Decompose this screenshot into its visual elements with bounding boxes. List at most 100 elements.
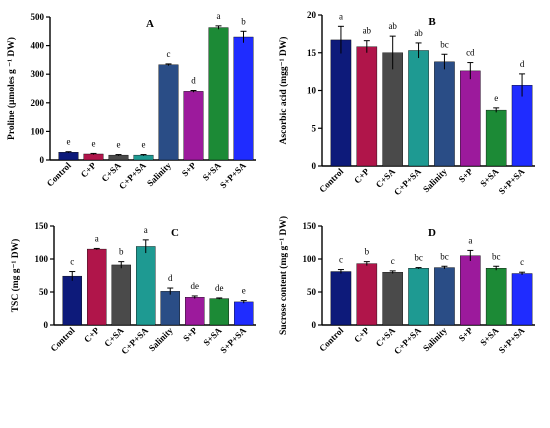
x-tick-label: Control — [48, 325, 77, 354]
bar-salinity — [434, 267, 455, 326]
y-tick-label: 50 — [39, 287, 49, 297]
panel-label: C — [171, 227, 179, 239]
panel-d: 0 50 100 150 Sucrose content (mg g⁻¹ DW) Dc Co… — [278, 216, 535, 356]
x-tick-label: C+SA — [374, 325, 398, 349]
bar-c-p — [356, 46, 378, 167]
bar-s-sa — [208, 27, 229, 161]
significance-letter: e — [142, 140, 146, 150]
bar-s-p — [183, 91, 204, 161]
bar-s-p — [184, 297, 205, 326]
bar-s-sa — [485, 109, 507, 167]
bar-s-p — [460, 70, 481, 167]
x-tick-label: S+P+SA — [218, 325, 248, 355]
bar-s-p-sa — [233, 36, 254, 161]
significance-letter: bc — [492, 251, 501, 261]
x-tick-label: S+P+SA — [218, 160, 248, 190]
x-tick-label: C+P+SA — [117, 160, 148, 191]
bar-control — [330, 271, 352, 326]
bar-control — [62, 275, 83, 326]
y-tick-label: 0 — [312, 320, 317, 330]
significance-letter: b — [119, 247, 124, 257]
x-tick-label: S+P+SA — [497, 166, 527, 196]
x-tick-label: Control — [45, 160, 74, 189]
x-tick-label: C+P+SA — [392, 166, 423, 197]
significance-letter: e — [67, 137, 71, 147]
y-tick-label: 0 — [40, 155, 45, 165]
x-tick-label: Control — [317, 166, 346, 195]
significance-letter: c — [391, 256, 395, 266]
bar-c-sa — [108, 154, 129, 161]
panel-label: B — [428, 16, 436, 28]
significance-letter: c — [167, 49, 171, 59]
panel-b: 0 5 10 15 20 Ascorbic acid (mgg⁻¹ DW) Ba Contro… — [278, 10, 535, 197]
bar-salinity — [160, 291, 181, 326]
bar-c-p-sa — [135, 246, 156, 326]
significance-letter: bc — [440, 39, 449, 49]
y-axis-label: TSC (mg g⁻¹ DW) — [10, 239, 21, 313]
x-tick-label: S+SA — [478, 166, 501, 189]
x-tick-label: C+SA — [374, 166, 398, 190]
panel-label: D — [428, 227, 436, 239]
bar-salinity — [434, 61, 455, 167]
y-axis-label: Sucrose content (mg g⁻¹ DW) — [278, 216, 289, 335]
significance-letter: e — [92, 138, 96, 148]
x-tick-label: S+SA — [201, 325, 224, 348]
y-tick-label: 200 — [31, 98, 45, 108]
y-tick-label: 0 — [312, 161, 317, 171]
significance-letter: b — [241, 16, 246, 26]
y-tick-label: 100 — [31, 126, 45, 136]
x-tick-label: S+P — [181, 325, 199, 343]
x-tick-label: C+P — [352, 325, 372, 345]
bar-c-p — [86, 248, 107, 326]
significance-letter: a — [144, 225, 148, 235]
y-tick-label: 5 — [312, 123, 317, 133]
significance-letter: ab — [414, 28, 423, 38]
panel-a: 0 100 200 300 400 500 Proline (µmoles g ⁻¹ DW)… — [6, 11, 256, 191]
significance-letter: e — [117, 140, 121, 150]
significance-letter: b — [365, 247, 370, 257]
x-tick-label: C+P — [79, 160, 99, 180]
significance-letter: a — [217, 11, 221, 21]
x-tick-label: Salinity — [147, 325, 175, 353]
x-tick-label: S+P — [457, 325, 475, 343]
significance-letter: ab — [388, 21, 397, 31]
x-tick-label: Control — [317, 325, 346, 354]
panel-c: 0 50 100 150 TSC (mg g⁻¹ DW) Cc Control a C+P b C+… — [10, 221, 256, 356]
x-tick-label: Salinity — [421, 166, 449, 194]
y-tick-label: 15 — [307, 48, 317, 58]
significance-letter: a — [468, 235, 472, 245]
significance-letter: c — [70, 257, 74, 267]
x-tick-label: S+SA — [201, 160, 224, 183]
bar-c-p-sa — [408, 268, 429, 326]
x-tick-label: S+P — [180, 160, 198, 178]
y-axis-label: Ascorbic acid (mgg⁻¹ DW) — [278, 37, 289, 145]
significance-letter: a — [339, 11, 343, 21]
x-tick-label: C+P — [82, 325, 102, 345]
bar-c-sa — [111, 264, 132, 326]
y-tick-label: 150 — [35, 221, 49, 231]
y-tick-label: 150 — [303, 221, 317, 231]
bar-s-p-sa — [511, 273, 533, 326]
bar-c-p-sa — [133, 154, 154, 161]
bar-s-p-sa — [511, 85, 533, 167]
y-tick-label: 500 — [31, 12, 45, 22]
significance-letter: de — [191, 281, 200, 291]
x-tick-label: S+SA — [478, 325, 501, 348]
bar-salinity — [158, 64, 179, 161]
significance-letter: d — [168, 273, 173, 283]
bar-c-p-sa — [408, 50, 429, 167]
x-tick-label: Salinity — [421, 325, 449, 353]
y-axis-label: Proline (µmoles g ⁻¹ DW) — [6, 37, 17, 140]
y-tick-label: 10 — [307, 86, 317, 96]
significance-letter: c — [339, 255, 343, 265]
bar-c-p — [83, 153, 104, 161]
significance-letter: d — [520, 59, 525, 69]
bar-s-p-sa — [233, 301, 254, 326]
x-tick-label: S+P — [457, 166, 475, 184]
y-tick-label: 50 — [307, 287, 317, 297]
x-tick-label: C+P+SA — [392, 325, 423, 356]
significance-letter: cd — [466, 48, 475, 58]
y-tick-label: 20 — [307, 10, 317, 20]
significance-letter: a — [95, 233, 99, 243]
bar-c-sa — [382, 52, 403, 167]
